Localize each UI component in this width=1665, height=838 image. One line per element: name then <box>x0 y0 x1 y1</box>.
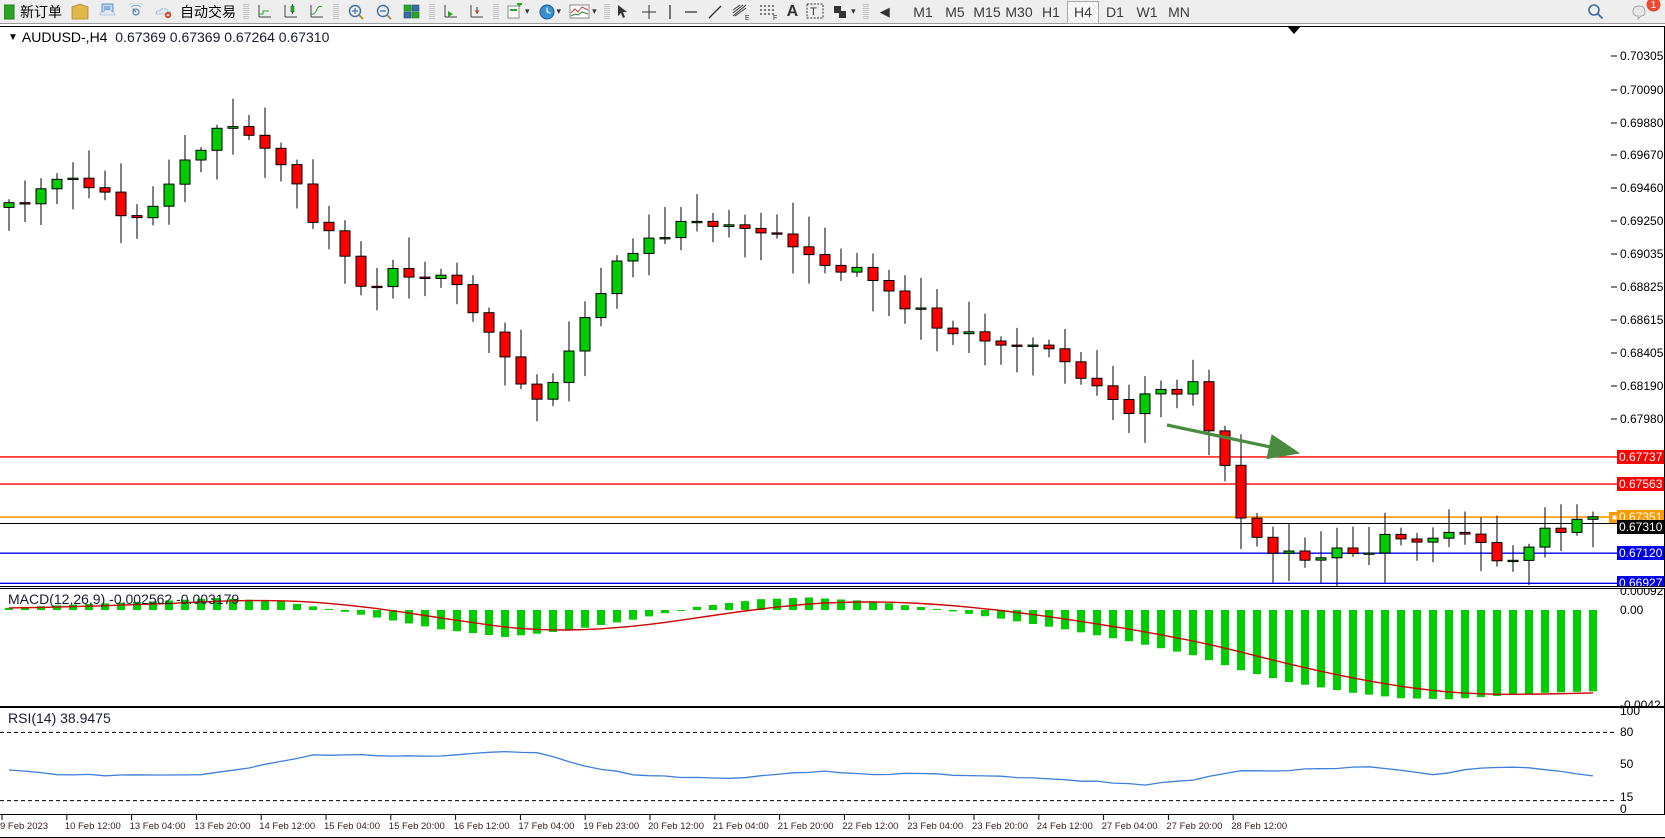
svg-text:T: T <box>810 6 817 18</box>
svg-text:E: E <box>745 15 750 21</box>
svg-text:F: F <box>773 15 777 20</box>
svg-text:1: 1 <box>1651 0 1657 11</box>
